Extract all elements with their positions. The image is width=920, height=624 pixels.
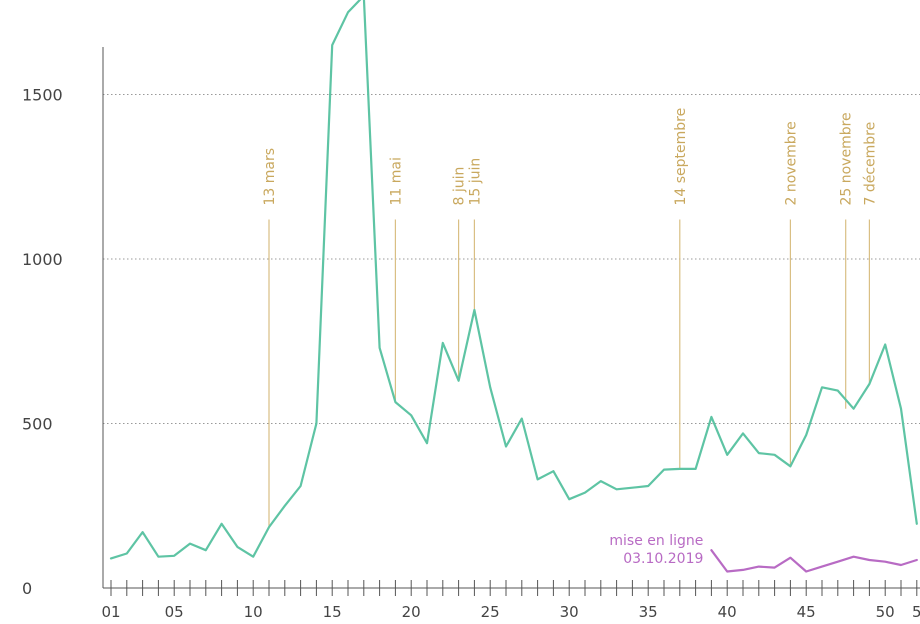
y-tick-label: 0	[22, 579, 32, 598]
grid-layer	[103, 94, 920, 424]
x-tick-label: 25	[481, 603, 500, 620]
x-tick-label: 01	[101, 603, 120, 620]
x-tick-label: 05	[165, 603, 184, 620]
x-tick-label: 10	[244, 603, 263, 620]
event-marker-label: 14 septembre	[673, 108, 689, 206]
annotation-text: 03.10.2019	[623, 551, 703, 567]
x-tick-label: 35	[639, 603, 658, 620]
event-marker-label: 15 juin	[467, 158, 483, 206]
y-tick-label: 500	[22, 415, 53, 434]
event-marker-label: 25 novembre	[839, 112, 855, 205]
x-tick-label: 15	[323, 603, 342, 620]
series-line-2	[710, 549, 918, 573]
annotation-layer: mise en ligne 03.10.2019	[609, 533, 703, 567]
event-marker-label: 11 mai	[388, 157, 404, 205]
event-marker-label: 13 mars	[262, 148, 278, 206]
y-tick-label: 1500	[22, 86, 63, 105]
x-tick-label: 45	[797, 603, 816, 620]
series-layer	[109, 0, 918, 573]
x-tick-label: 30	[560, 603, 579, 620]
x-tick-label: 5	[912, 603, 920, 620]
x-tick-label: 20	[402, 603, 421, 620]
axis-layer: 0 500 1000 1500 01 05 10 15 20 25 30 35 40 45 50 5	[22, 47, 920, 621]
x-tick-label: 40	[718, 603, 737, 620]
annotation-text: mise en ligne	[609, 533, 703, 549]
event-marker-label: 7 décembre	[862, 122, 878, 206]
event-marker-layer: 13 mars 11 mai 8 juin 15 juin 14 septembre 2 …	[262, 108, 878, 528]
x-tick-label: 50	[876, 603, 895, 620]
y-tick-label: 1000	[22, 250, 63, 269]
event-marker-label: 2 novembre	[783, 121, 799, 205]
series-line-1	[109, 0, 918, 560]
event-marker-label: 8 juin	[452, 167, 468, 206]
